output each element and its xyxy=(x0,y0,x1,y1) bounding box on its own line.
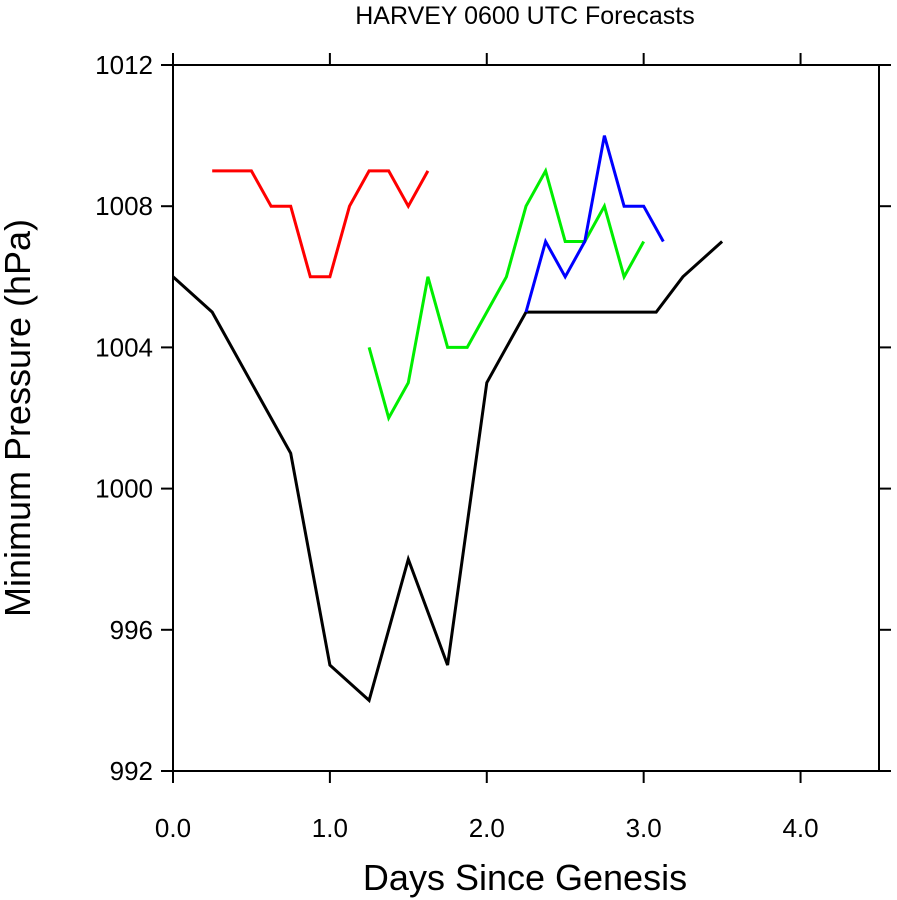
series-layer xyxy=(171,135,724,704)
y-tick-label: 1004 xyxy=(95,332,153,362)
x-tick-label: 0.0 xyxy=(155,813,191,843)
chart-title: HARVEY 0600 UTC Forecasts xyxy=(355,2,695,30)
y-axis-label: Minimum Pressure (hPa) xyxy=(0,219,38,617)
y-tick-label: 1008 xyxy=(95,191,153,221)
x-tick-label: 4.0 xyxy=(782,813,818,843)
x-axis-label: Days Since Genesis xyxy=(363,857,687,898)
y-tick-label: 1012 xyxy=(95,50,153,80)
y-tick-label: 992 xyxy=(110,756,153,786)
y-tick-label: 1000 xyxy=(95,474,153,504)
series-line-3 xyxy=(367,166,646,422)
series-line-1 xyxy=(171,240,724,704)
axis-ticks: 0.0 1.0 2.0 3.0 4.0 992 996 1000 1004 1008 1012 xyxy=(95,50,891,843)
x-tick-label: 2.0 xyxy=(469,813,505,843)
plot-frame xyxy=(172,64,880,772)
x-tick-label: 3.0 xyxy=(626,813,662,843)
x-tick-label: 1.0 xyxy=(312,813,348,843)
y-tick-label: 996 xyxy=(110,615,153,645)
series-line-2 xyxy=(212,169,430,279)
series-line-4 xyxy=(524,135,665,313)
